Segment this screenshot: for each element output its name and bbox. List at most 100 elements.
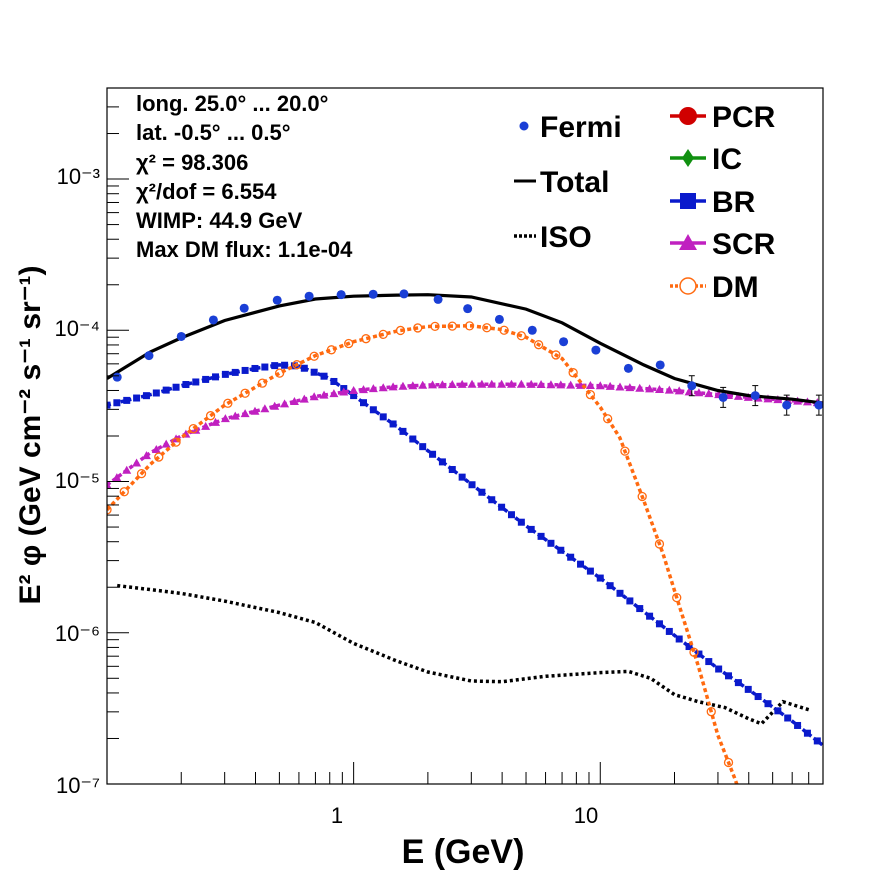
legend-item-dm: DM xyxy=(670,271,759,304)
legend-item-total: Total xyxy=(514,166,609,199)
total-line xyxy=(107,293,823,405)
br-marker xyxy=(350,392,358,400)
br-marker xyxy=(300,364,308,372)
br-marker xyxy=(152,389,160,397)
dm-marker xyxy=(551,350,561,360)
scr-marker xyxy=(526,379,536,388)
y-tick-label: 10⁻⁵ xyxy=(55,468,100,493)
br-marker xyxy=(616,589,624,597)
br-marker xyxy=(646,612,654,620)
br-marker xyxy=(310,368,318,376)
br-marker xyxy=(202,375,210,383)
info-chi2: χ² = 98.306 xyxy=(136,150,248,175)
scr-marker xyxy=(437,380,447,389)
fermi-point xyxy=(591,345,601,355)
legend-marker xyxy=(679,277,697,295)
br-marker xyxy=(379,413,387,421)
br-marker xyxy=(813,737,821,745)
fermi-point xyxy=(814,394,823,416)
fermi-point xyxy=(687,375,697,397)
br-marker xyxy=(162,386,170,394)
info-chi2-dof: χ²/dof = 6.554 xyxy=(136,179,277,204)
dm-marker xyxy=(378,329,388,340)
br-marker xyxy=(547,539,555,547)
br-marker xyxy=(764,700,772,708)
dm-marker xyxy=(447,321,457,331)
fermi-point xyxy=(272,295,282,305)
fermi-point xyxy=(494,314,504,324)
scr-marker xyxy=(260,404,270,413)
scr-marker xyxy=(497,379,507,388)
scr-marker xyxy=(625,383,635,392)
scr-marker xyxy=(107,480,112,489)
fermi-point xyxy=(368,289,378,299)
legend-marker xyxy=(679,234,697,250)
br-marker xyxy=(241,366,249,374)
scr-marker xyxy=(309,392,319,401)
scr-marker xyxy=(585,381,595,390)
scr-marker xyxy=(368,384,378,393)
y-tick-label: 10⁻⁷ xyxy=(56,773,100,798)
dm-marker xyxy=(499,325,509,335)
axis-ticks xyxy=(106,87,824,785)
dm-marker xyxy=(689,647,699,657)
fermi-point xyxy=(176,331,186,341)
dm-marker xyxy=(706,707,716,717)
dm-marker xyxy=(361,334,371,344)
br-marker xyxy=(596,574,604,582)
br-marker xyxy=(369,406,377,414)
scr-marker xyxy=(595,381,605,390)
legend-item-scr: SCR xyxy=(670,228,776,261)
scr-marker xyxy=(546,380,556,389)
br-marker xyxy=(517,518,525,526)
br-marker xyxy=(685,643,693,651)
dm-marker xyxy=(430,321,440,332)
fermi-point xyxy=(782,394,792,416)
fermi-point xyxy=(433,294,443,304)
br-marker xyxy=(488,496,496,504)
scr-marker xyxy=(516,379,526,388)
x-tick-label: 1 xyxy=(331,803,343,828)
br-marker xyxy=(438,458,446,466)
br-marker xyxy=(468,481,476,489)
scr-marker xyxy=(506,379,516,388)
scr-marker xyxy=(398,381,408,390)
br-marker xyxy=(498,503,506,511)
br-marker xyxy=(586,567,594,575)
br-marker xyxy=(794,721,802,729)
br-marker xyxy=(231,368,239,376)
br-marker xyxy=(389,420,397,428)
dm-marker xyxy=(413,323,423,333)
y-tick-label: 10⁻⁶ xyxy=(55,621,100,646)
x-tick-label: 10 xyxy=(574,803,598,828)
scr-marker xyxy=(201,421,211,430)
scr-marker xyxy=(566,380,576,389)
scr-marker xyxy=(615,382,625,391)
dm-marker xyxy=(309,351,319,361)
dm-marker xyxy=(516,331,526,341)
scr-marker xyxy=(674,386,684,395)
br-marker xyxy=(123,396,131,404)
br-marker xyxy=(774,707,782,715)
br-marker xyxy=(705,658,713,666)
scr-marker xyxy=(704,389,714,398)
scr-marker xyxy=(141,451,151,460)
plot-frame xyxy=(106,87,824,785)
fermi-point xyxy=(336,290,346,300)
y-tick-label: 10⁻³ xyxy=(57,164,100,189)
dm-marker xyxy=(568,368,578,378)
br-marker xyxy=(636,605,644,613)
scr-marker xyxy=(635,383,645,392)
br-marker xyxy=(192,378,200,386)
scr-marker xyxy=(112,473,122,482)
fermi-point xyxy=(112,372,122,382)
br-marker xyxy=(537,532,545,540)
scr-marker xyxy=(250,406,260,415)
dm-marker xyxy=(654,539,665,549)
dm-marker xyxy=(672,592,682,603)
dm-marker xyxy=(188,423,198,434)
fermi-point xyxy=(399,289,409,299)
br-marker xyxy=(675,635,683,643)
br-marker xyxy=(478,488,486,496)
scr-marker xyxy=(319,390,329,399)
